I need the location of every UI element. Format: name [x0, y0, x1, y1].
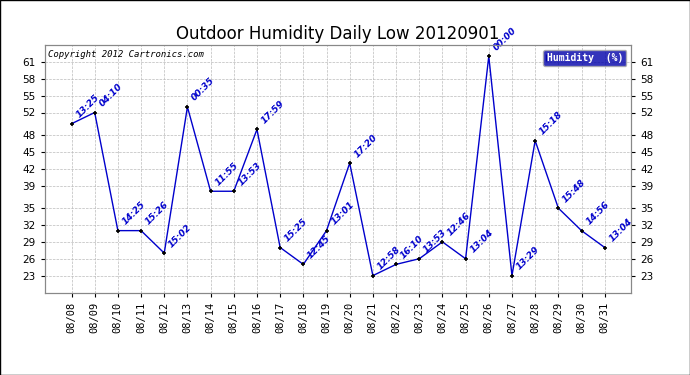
Point: [506, 273, 518, 279]
Text: 14:56: 14:56: [584, 200, 611, 226]
Text: 12:46: 12:46: [445, 211, 472, 238]
Text: 13:53: 13:53: [237, 160, 263, 187]
Point: [553, 205, 564, 211]
Point: [321, 228, 332, 234]
Text: 13:29: 13:29: [515, 245, 542, 272]
Point: [159, 250, 170, 256]
Text: 14:25: 14:25: [121, 200, 147, 226]
Text: 15:48: 15:48: [561, 177, 588, 204]
Text: 12:45: 12:45: [306, 234, 333, 260]
Point: [228, 188, 239, 194]
Text: 04:10: 04:10: [97, 82, 124, 108]
Point: [391, 261, 402, 267]
Text: 15:25: 15:25: [283, 217, 310, 243]
Point: [483, 53, 494, 59]
Title: Outdoor Humidity Daily Low 20120901: Outdoor Humidity Daily Low 20120901: [177, 26, 500, 44]
Point: [437, 239, 448, 245]
Text: 13:04: 13:04: [469, 228, 495, 255]
Text: 17:20: 17:20: [353, 132, 379, 159]
Text: 11:55: 11:55: [213, 160, 240, 187]
Text: 15:26: 15:26: [144, 200, 170, 226]
Point: [135, 228, 146, 234]
Text: 13:04: 13:04: [607, 217, 634, 243]
Point: [182, 104, 193, 110]
Point: [344, 160, 355, 166]
Point: [205, 188, 216, 194]
Text: 13:25: 13:25: [75, 93, 101, 120]
Point: [112, 228, 124, 234]
Point: [576, 228, 587, 234]
Text: 00:35: 00:35: [190, 76, 217, 103]
Point: [275, 244, 286, 250]
Point: [251, 126, 262, 132]
Point: [89, 110, 100, 116]
Point: [414, 256, 425, 262]
Point: [599, 244, 610, 250]
Text: 15:02: 15:02: [167, 222, 194, 249]
Text: 16:10: 16:10: [399, 234, 426, 260]
Point: [298, 261, 309, 267]
Text: 15:18: 15:18: [538, 110, 564, 136]
Point: [530, 138, 541, 144]
Text: Copyright 2012 Cartronics.com: Copyright 2012 Cartronics.com: [48, 50, 204, 59]
Text: 12:58: 12:58: [375, 245, 402, 272]
Point: [460, 256, 471, 262]
Point: [66, 121, 77, 127]
Text: 13:53: 13:53: [422, 228, 448, 255]
Text: 00:00: 00:00: [491, 26, 518, 52]
Legend: Humidity  (%): Humidity (%): [543, 50, 627, 66]
Point: [367, 273, 378, 279]
Text: 17:59: 17:59: [259, 99, 286, 125]
Text: 13:01: 13:01: [329, 200, 356, 226]
